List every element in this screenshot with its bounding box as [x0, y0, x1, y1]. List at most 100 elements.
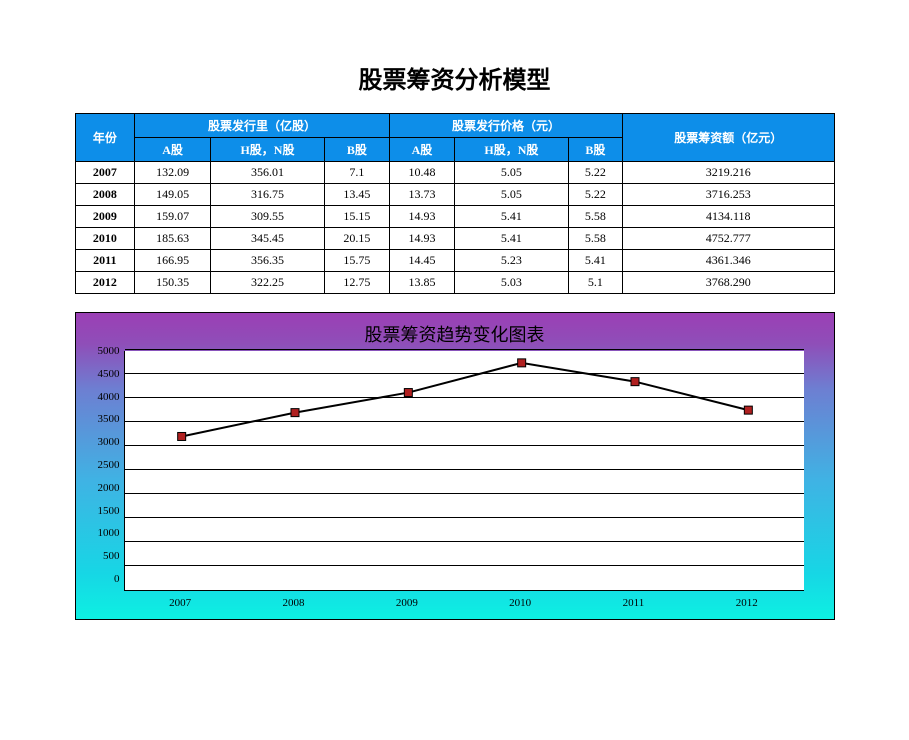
cell-price-b: 5.41: [568, 250, 622, 272]
cell-vol-b: 13.45: [324, 184, 389, 206]
chart-plot-area: [124, 351, 804, 591]
cell-price-b: 5.58: [568, 206, 622, 228]
table-row: 2012150.35322.2512.7513.855.035.13768.29…: [75, 272, 834, 294]
cell-year: 2011: [75, 250, 135, 272]
cell-price-a: 14.93: [389, 206, 454, 228]
y-tick-label: 4000: [86, 391, 120, 403]
cell-year: 2012: [75, 272, 135, 294]
stock-data-table: 年份 股票发行里（亿股） 股票发行价格（元） 股票筹资额（亿元） A股 H股，N…: [75, 113, 835, 294]
col-year-header: 年份: [75, 114, 135, 162]
cell-vol-b: 15.15: [324, 206, 389, 228]
x-tick-label: 2010: [463, 597, 576, 609]
cell-vol-b: 15.75: [324, 250, 389, 272]
cell-fund: 4361.346: [623, 250, 834, 272]
cell-price-b: 5.22: [568, 184, 622, 206]
cell-price-hn: 5.05: [454, 184, 568, 206]
x-tick-label: 2008: [237, 597, 350, 609]
col-fund-amount-header: 股票筹资额（亿元）: [623, 114, 834, 162]
col-issue-volume-header: 股票发行里（亿股）: [135, 114, 390, 138]
cell-vol-a: 132.09: [135, 162, 211, 184]
cell-price-b: 5.1: [568, 272, 622, 294]
y-tick-label: 5000: [86, 345, 120, 357]
sub-header-vol-a: A股: [135, 138, 211, 162]
y-tick-label: 3500: [86, 413, 120, 425]
cell-price-b: 5.22: [568, 162, 622, 184]
sub-header-price-b: B股: [568, 138, 622, 162]
cell-price-a: 13.85: [389, 272, 454, 294]
cell-vol-hn: 356.01: [211, 162, 325, 184]
y-tick-label: 4500: [86, 368, 120, 380]
chart-svg: [125, 351, 804, 590]
gridline: [125, 373, 804, 374]
cell-vol-a: 185.63: [135, 228, 211, 250]
cell-year: 2007: [75, 162, 135, 184]
trend-chart: 股票筹资趋势变化图表 50004500400035003000250020001…: [75, 312, 835, 620]
cell-price-hn: 5.05: [454, 162, 568, 184]
sub-header-price-hn: H股，N股: [454, 138, 568, 162]
page-title: 股票筹资分析模型: [0, 60, 909, 95]
cell-vol-a: 149.05: [135, 184, 211, 206]
gridline: [125, 445, 804, 446]
cell-vol-hn: 322.25: [211, 272, 325, 294]
table-row: 2010185.63345.4520.1514.935.415.584752.7…: [75, 228, 834, 250]
cell-fund: 3219.216: [623, 162, 834, 184]
cell-vol-b: 12.75: [324, 272, 389, 294]
cell-price-a: 14.93: [389, 228, 454, 250]
cell-price-hn: 5.03: [454, 272, 568, 294]
cell-vol-b: 20.15: [324, 228, 389, 250]
y-tick-label: 500: [86, 550, 120, 562]
gridline: [125, 517, 804, 518]
x-tick-label: 2011: [577, 597, 690, 609]
chart-marker: [631, 378, 639, 386]
cell-price-hn: 5.41: [454, 228, 568, 250]
y-tick-label: 1000: [86, 527, 120, 539]
cell-price-a: 13.73: [389, 184, 454, 206]
chart-y-axis: 5000450040003500300025002000150010005000: [86, 345, 120, 585]
cell-year: 2010: [75, 228, 135, 250]
y-tick-label: 3000: [86, 436, 120, 448]
cell-vol-b: 7.1: [324, 162, 389, 184]
chart-x-axis: 200720082009201020112012: [124, 597, 804, 609]
chart-title: 股票筹资趋势变化图表: [86, 321, 824, 347]
table-row: 2009159.07309.5515.1514.935.415.584134.1…: [75, 206, 834, 228]
cell-fund: 4752.777: [623, 228, 834, 250]
table-row: 2008149.05316.7513.4513.735.055.223716.2…: [75, 184, 834, 206]
cell-price-hn: 5.41: [454, 206, 568, 228]
gridline: [125, 493, 804, 494]
x-tick-label: 2009: [350, 597, 463, 609]
x-tick-label: 2007: [124, 597, 237, 609]
gridline: [125, 397, 804, 398]
cell-year: 2009: [75, 206, 135, 228]
sub-header-price-a: A股: [389, 138, 454, 162]
x-tick-label: 2012: [690, 597, 803, 609]
gridline: [125, 565, 804, 566]
y-tick-label: 0: [86, 573, 120, 585]
gridline: [125, 541, 804, 542]
gridline: [125, 349, 804, 350]
sub-header-vol-hn: H股，N股: [211, 138, 325, 162]
cell-vol-hn: 316.75: [211, 184, 325, 206]
sub-header-vol-b: B股: [324, 138, 389, 162]
cell-vol-a: 166.95: [135, 250, 211, 272]
chart-marker: [177, 432, 185, 440]
cell-vol-a: 150.35: [135, 272, 211, 294]
cell-vol-hn: 345.45: [211, 228, 325, 250]
col-issue-price-header: 股票发行价格（元）: [389, 114, 622, 138]
cell-price-a: 14.45: [389, 250, 454, 272]
cell-price-b: 5.58: [568, 228, 622, 250]
y-tick-label: 2000: [86, 482, 120, 494]
cell-year: 2008: [75, 184, 135, 206]
chart-marker: [744, 406, 752, 414]
cell-vol-hn: 309.55: [211, 206, 325, 228]
cell-vol-a: 159.07: [135, 206, 211, 228]
table-row: 2007132.09356.017.110.485.055.223219.216: [75, 162, 834, 184]
cell-price-hn: 5.23: [454, 250, 568, 272]
gridline: [125, 469, 804, 470]
cell-fund: 4134.118: [623, 206, 834, 228]
chart-marker: [291, 409, 299, 417]
cell-fund: 3768.290: [623, 272, 834, 294]
y-tick-label: 1500: [86, 505, 120, 517]
gridline: [125, 421, 804, 422]
chart-marker: [517, 359, 525, 367]
chart-marker: [404, 389, 412, 397]
